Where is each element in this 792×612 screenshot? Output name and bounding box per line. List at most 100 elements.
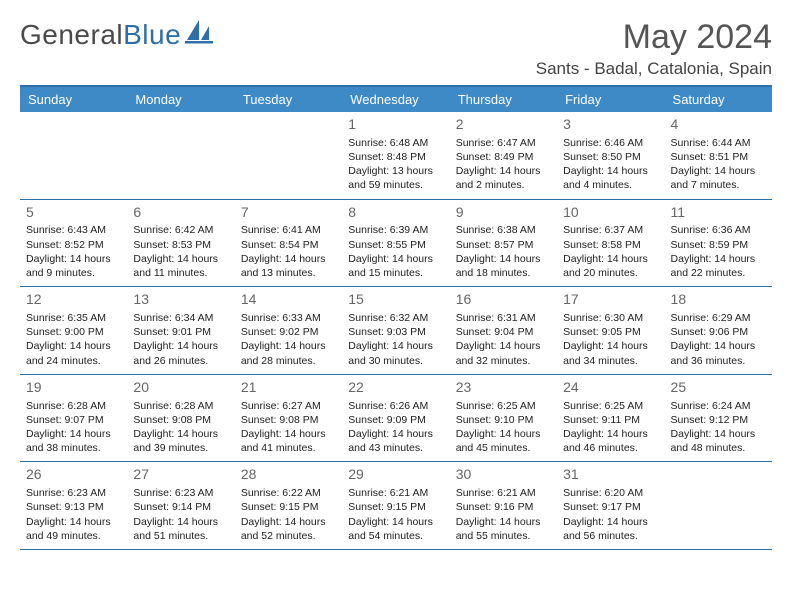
day-cell: 23Sunrise: 6:25 AMSunset: 9:10 PMDayligh… <box>450 375 557 462</box>
calendar: Sunday Monday Tuesday Wednesday Thursday… <box>20 85 772 550</box>
sunset-text: Sunset: 9:05 PM <box>563 325 660 339</box>
sunrise-text: Sunrise: 6:28 AM <box>133 399 230 413</box>
day-number: 25 <box>671 378 768 397</box>
day-cell: 31Sunrise: 6:20 AMSunset: 9:17 PMDayligh… <box>557 462 664 549</box>
sunset-text: Sunset: 9:15 PM <box>241 500 338 514</box>
day-number: 5 <box>26 203 123 222</box>
daylight-text: Daylight: 14 hours and 13 minutes. <box>241 252 338 280</box>
sunrise-text: Sunrise: 6:33 AM <box>241 311 338 325</box>
week-row: 1Sunrise: 6:48 AMSunset: 8:48 PMDaylight… <box>20 112 772 200</box>
brand-name-2: Blue <box>123 19 181 51</box>
sunrise-text: Sunrise: 6:34 AM <box>133 311 230 325</box>
sunset-text: Sunset: 9:17 PM <box>563 500 660 514</box>
sunrise-text: Sunrise: 6:37 AM <box>563 223 660 237</box>
day-cell: 12Sunrise: 6:35 AMSunset: 9:00 PMDayligh… <box>20 287 127 374</box>
daylight-text: Daylight: 13 hours and 59 minutes. <box>348 164 445 192</box>
day-cell: 27Sunrise: 6:23 AMSunset: 9:14 PMDayligh… <box>127 462 234 549</box>
day-number: 29 <box>348 465 445 484</box>
sunset-text: Sunset: 8:54 PM <box>241 238 338 252</box>
day-number: 11 <box>671 203 768 222</box>
day-number: 12 <box>26 290 123 309</box>
page-header: GeneralBlue May 2024 Sants - Badal, Cata… <box>20 18 772 79</box>
daylight-text: Daylight: 14 hours and 43 minutes. <box>348 427 445 455</box>
day-number: 9 <box>456 203 553 222</box>
daylight-text: Daylight: 14 hours and 41 minutes. <box>241 427 338 455</box>
day-number: 13 <box>133 290 230 309</box>
sunrise-text: Sunrise: 6:27 AM <box>241 399 338 413</box>
sunset-text: Sunset: 8:48 PM <box>348 150 445 164</box>
sunset-text: Sunset: 9:06 PM <box>671 325 768 339</box>
day-cell: 28Sunrise: 6:22 AMSunset: 9:15 PMDayligh… <box>235 462 342 549</box>
sunrise-text: Sunrise: 6:47 AM <box>456 136 553 150</box>
brand-logo: GeneralBlue <box>20 18 215 51</box>
day-cell: 18Sunrise: 6:29 AMSunset: 9:06 PMDayligh… <box>665 287 772 374</box>
sunrise-text: Sunrise: 6:41 AM <box>241 223 338 237</box>
daylight-text: Daylight: 14 hours and 11 minutes. <box>133 252 230 280</box>
daylight-text: Daylight: 14 hours and 51 minutes. <box>133 515 230 543</box>
daylight-text: Daylight: 14 hours and 20 minutes. <box>563 252 660 280</box>
sunrise-text: Sunrise: 6:32 AM <box>348 311 445 325</box>
day-number: 10 <box>563 203 660 222</box>
sunset-text: Sunset: 9:03 PM <box>348 325 445 339</box>
week-row: 5Sunrise: 6:43 AMSunset: 8:52 PMDaylight… <box>20 200 772 288</box>
sunset-text: Sunset: 8:50 PM <box>563 150 660 164</box>
daylight-text: Daylight: 14 hours and 28 minutes. <box>241 339 338 367</box>
daylight-text: Daylight: 14 hours and 24 minutes. <box>26 339 123 367</box>
sunrise-text: Sunrise: 6:35 AM <box>26 311 123 325</box>
day-number: 24 <box>563 378 660 397</box>
day-cell: 20Sunrise: 6:28 AMSunset: 9:08 PMDayligh… <box>127 375 234 462</box>
day-number: 26 <box>26 465 123 484</box>
week-row: 19Sunrise: 6:28 AMSunset: 9:07 PMDayligh… <box>20 375 772 463</box>
day-number: 23 <box>456 378 553 397</box>
sunset-text: Sunset: 8:58 PM <box>563 238 660 252</box>
sunset-text: Sunset: 8:59 PM <box>671 238 768 252</box>
day-number: 2 <box>456 115 553 134</box>
sunset-text: Sunset: 8:51 PM <box>671 150 768 164</box>
sunset-text: Sunset: 9:01 PM <box>133 325 230 339</box>
sunrise-text: Sunrise: 6:48 AM <box>348 136 445 150</box>
sunset-text: Sunset: 9:13 PM <box>26 500 123 514</box>
sunrise-text: Sunrise: 6:22 AM <box>241 486 338 500</box>
day-cell: 30Sunrise: 6:21 AMSunset: 9:16 PMDayligh… <box>450 462 557 549</box>
sunset-text: Sunset: 9:11 PM <box>563 413 660 427</box>
daylight-text: Daylight: 14 hours and 56 minutes. <box>563 515 660 543</box>
day-number: 20 <box>133 378 230 397</box>
sunrise-text: Sunrise: 6:28 AM <box>26 399 123 413</box>
day-cell: 22Sunrise: 6:26 AMSunset: 9:09 PMDayligh… <box>342 375 449 462</box>
day-cell: 4Sunrise: 6:44 AMSunset: 8:51 PMDaylight… <box>665 112 772 199</box>
day-number: 6 <box>133 203 230 222</box>
day-number: 16 <box>456 290 553 309</box>
daylight-text: Daylight: 14 hours and 52 minutes. <box>241 515 338 543</box>
location-subtitle: Sants - Badal, Catalonia, Spain <box>536 59 772 79</box>
sunrise-text: Sunrise: 6:23 AM <box>133 486 230 500</box>
weekday-label: Sunday <box>20 87 127 112</box>
day-number: 17 <box>563 290 660 309</box>
day-cell: 15Sunrise: 6:32 AMSunset: 9:03 PMDayligh… <box>342 287 449 374</box>
sunset-text: Sunset: 8:53 PM <box>133 238 230 252</box>
weekday-label: Tuesday <box>235 87 342 112</box>
weekday-label: Wednesday <box>342 87 449 112</box>
sunset-text: Sunset: 8:55 PM <box>348 238 445 252</box>
sunset-text: Sunset: 9:07 PM <box>26 413 123 427</box>
day-cell <box>127 112 234 199</box>
day-cell: 2Sunrise: 6:47 AMSunset: 8:49 PMDaylight… <box>450 112 557 199</box>
title-block: May 2024 Sants - Badal, Catalonia, Spain <box>536 18 772 79</box>
sunset-text: Sunset: 9:16 PM <box>456 500 553 514</box>
sunrise-text: Sunrise: 6:43 AM <box>26 223 123 237</box>
day-cell: 21Sunrise: 6:27 AMSunset: 9:08 PMDayligh… <box>235 375 342 462</box>
sunrise-text: Sunrise: 6:36 AM <box>671 223 768 237</box>
daylight-text: Daylight: 14 hours and 49 minutes. <box>26 515 123 543</box>
day-cell: 10Sunrise: 6:37 AMSunset: 8:58 PMDayligh… <box>557 200 664 287</box>
daylight-text: Daylight: 14 hours and 2 minutes. <box>456 164 553 192</box>
sunrise-text: Sunrise: 6:26 AM <box>348 399 445 413</box>
sunrise-text: Sunrise: 6:20 AM <box>563 486 660 500</box>
weekday-label: Saturday <box>665 87 772 112</box>
daylight-text: Daylight: 14 hours and 36 minutes. <box>671 339 768 367</box>
day-number: 14 <box>241 290 338 309</box>
sail-icon <box>185 18 215 51</box>
weeks-container: 1Sunrise: 6:48 AMSunset: 8:48 PMDaylight… <box>20 112 772 550</box>
day-cell: 29Sunrise: 6:21 AMSunset: 9:15 PMDayligh… <box>342 462 449 549</box>
sunset-text: Sunset: 9:09 PM <box>348 413 445 427</box>
weekday-label: Monday <box>127 87 234 112</box>
daylight-text: Daylight: 14 hours and 18 minutes. <box>456 252 553 280</box>
